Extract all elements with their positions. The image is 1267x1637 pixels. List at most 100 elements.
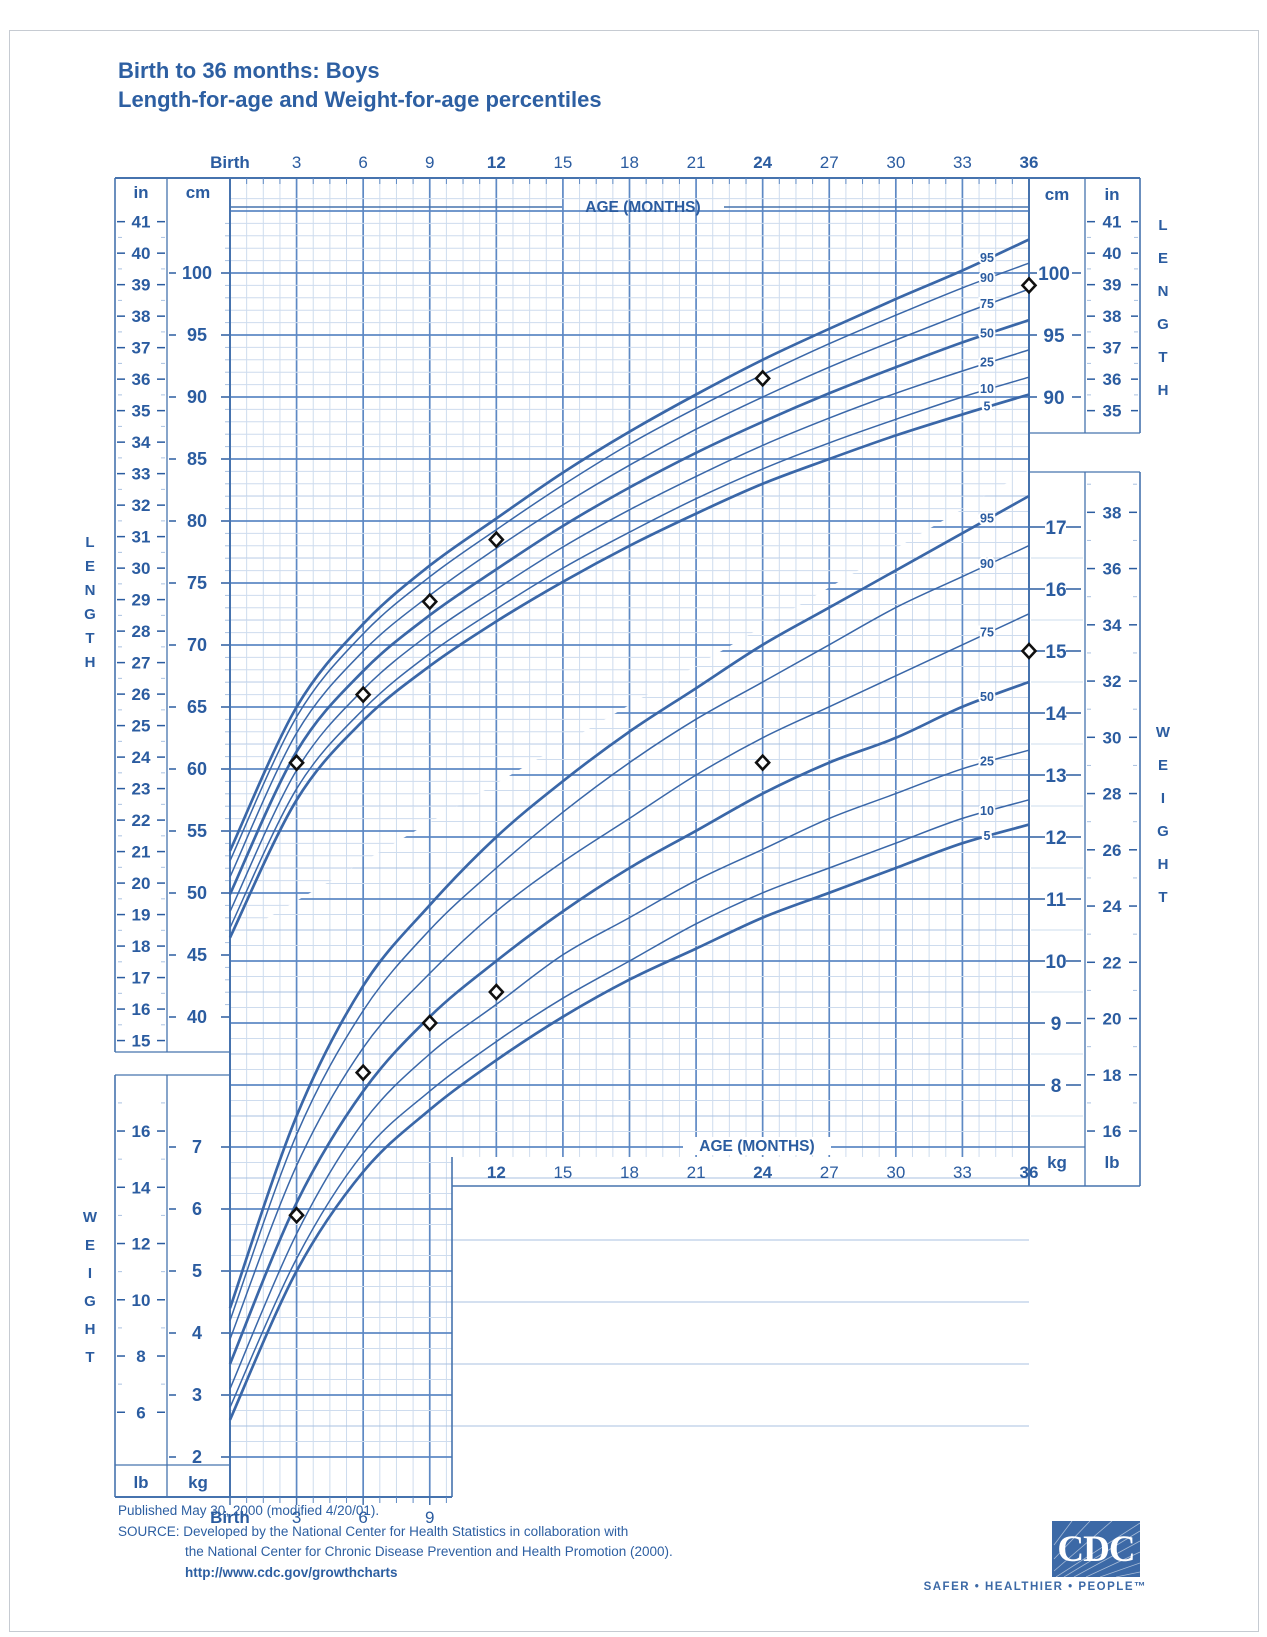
age-top-label: 12: [487, 153, 506, 172]
length-for-age-data-point: [488, 530, 505, 549]
length-for-age-percentile-label: 5: [984, 399, 991, 413]
right-lb-label: 32: [1103, 672, 1122, 691]
footer: Published May 30, 2000 (modified 4/20/01…: [118, 1501, 673, 1583]
percentile-curves: 5 10 25 50 75 90 95 5 10 25 50 75 90 95: [228, 238, 1038, 1421]
length-for-age-data-point: [754, 369, 771, 388]
left-in-label: 18: [132, 937, 151, 956]
right-lb-label: 18: [1103, 1066, 1122, 1085]
age-bottom-label: 18: [620, 1163, 639, 1182]
length-for-age-percentile-label: 75: [980, 297, 994, 311]
lb-header-bottom-right: lb: [1104, 1153, 1119, 1172]
age-bottom-label: 36: [1020, 1163, 1039, 1182]
length-axis-title-left: N: [85, 582, 96, 599]
right-lb-label: 34: [1103, 616, 1122, 635]
age-bottom-label: 21: [687, 1163, 706, 1182]
left-in-label: 23: [132, 780, 151, 799]
left-cm-label: 100: [182, 263, 212, 283]
left-kg-label: 2: [192, 1447, 202, 1467]
published-line: Published May 30, 2000 (modified 4/20/01…: [118, 1503, 380, 1518]
length-for-age-curve-75th: [229, 288, 1030, 878]
right-lb-label: 28: [1103, 785, 1122, 804]
weight-axis-title-right: H: [1158, 856, 1169, 873]
weight-for-age-curve-90th: [229, 544, 1030, 1321]
growthcharts-url-link[interactable]: http://www.cdc.gov/growthcharts: [185, 1564, 398, 1580]
cm-header-right: cm: [1045, 185, 1070, 204]
weight-axis-title-left: T: [85, 1349, 94, 1366]
age-bottom-label: 15: [553, 1163, 572, 1182]
right-lb-label: 24: [1103, 897, 1122, 916]
left-cm-label: 55: [187, 821, 207, 841]
weight-for-age-data-point: [754, 753, 771, 772]
right-kg-label: 15: [1045, 642, 1067, 663]
left-in-label: 16: [132, 1000, 151, 1019]
cdc-logo: CDC: [1052, 1521, 1140, 1577]
cm-header-left: cm: [186, 183, 211, 202]
weight-for-age-curve-10th: [229, 799, 1030, 1408]
left-in-label: 32: [132, 496, 151, 515]
length-axis-title-right: L: [1158, 217, 1167, 234]
length-for-age-curve-5th: [228, 393, 1030, 939]
age-bottom-label: 12: [487, 1163, 506, 1182]
left-lb-label: 16: [132, 1122, 151, 1141]
age-top-label: 6: [358, 153, 367, 172]
weight-for-age-percentile-label: 90: [980, 557, 994, 571]
age-top-label: 15: [553, 153, 572, 172]
weight-axis-title-right: I: [1161, 790, 1165, 807]
length-for-age-data-point: [1020, 276, 1038, 295]
age-axis-caption-bottom: AGE (MONTHS): [699, 1138, 814, 1155]
weight-axis-title-right: G: [1157, 823, 1169, 840]
age-top-label: 36: [1020, 153, 1039, 172]
age-caption-mask: [683, 1137, 831, 1155]
length-axis-title-left: G: [84, 606, 96, 623]
left-in-label: 34: [132, 433, 151, 452]
length-for-age-percentile-label: 25: [980, 356, 994, 370]
length-for-age-curve-25th: [229, 349, 1030, 912]
age-top-label: 24: [753, 153, 772, 172]
left-in-label: 15: [132, 1032, 151, 1051]
cdc-logo-rays: [1053, 1521, 1140, 1577]
length-for-age-percentile-label: 10: [980, 382, 994, 396]
left-lb-label: 10: [132, 1291, 151, 1310]
left-kg-label: 6: [192, 1199, 202, 1219]
weight-for-age-percentile-label: 75: [980, 625, 994, 639]
right-kg-label: 8: [1051, 1076, 1062, 1097]
age-axis-caption-top: AGE (MONTHS): [585, 199, 700, 216]
cdc-tagline: SAFER • HEALTHIER • PEOPLE™: [923, 1581, 1147, 1593]
right-in-label: 38: [1103, 307, 1122, 326]
left-in-label: 30: [132, 559, 151, 578]
right-in-label: 35: [1103, 402, 1122, 421]
length-axis-title-right: N: [1158, 283, 1169, 300]
length-axis-title-left: H: [85, 654, 96, 671]
weight-for-age-percentile-label: 5: [984, 829, 991, 843]
right-kg-label: 14: [1045, 704, 1067, 725]
left-in-label: 21: [132, 843, 151, 862]
right-in-label: 40: [1103, 244, 1122, 263]
left-in-label: 28: [132, 622, 151, 641]
left-cm-label: 50: [187, 883, 207, 903]
left-cm-label: 40: [187, 1007, 207, 1027]
weight-for-age-curve-95th: [228, 494, 1030, 1309]
left-lb-label: 12: [132, 1235, 151, 1254]
left-cm-label: 85: [187, 449, 207, 469]
left-in-label: 41: [132, 213, 151, 232]
left-in-label: 39: [132, 276, 151, 295]
age-bottom-label: 24: [753, 1163, 772, 1182]
age-bottom-label: 27: [820, 1163, 839, 1182]
weight-axis-title-left: I: [88, 1265, 92, 1282]
left-in-label: 25: [132, 717, 151, 736]
length-for-age-percentile-label: 95: [980, 251, 994, 265]
right-kg-label: 11: [1046, 890, 1067, 911]
left-in-label: 22: [132, 811, 151, 830]
left-cm-label: 60: [187, 759, 207, 779]
right-kg-label: 10: [1045, 952, 1066, 973]
age-bottom-left-label: Birth: [210, 1508, 250, 1527]
right-kg-label: 16: [1045, 580, 1066, 601]
source-line-1: SOURCE: Developed by the National Center…: [118, 1523, 629, 1539]
left-lb-label: 8: [136, 1347, 145, 1366]
right-kg-label: 12: [1045, 828, 1066, 849]
length-axis-title-left: T: [85, 630, 94, 647]
length-for-age-curve-50th: [228, 318, 1030, 895]
right-lb-label: 26: [1103, 841, 1122, 860]
left-in-label: 31: [132, 528, 151, 547]
weight-axis-title-right: T: [1158, 889, 1167, 906]
